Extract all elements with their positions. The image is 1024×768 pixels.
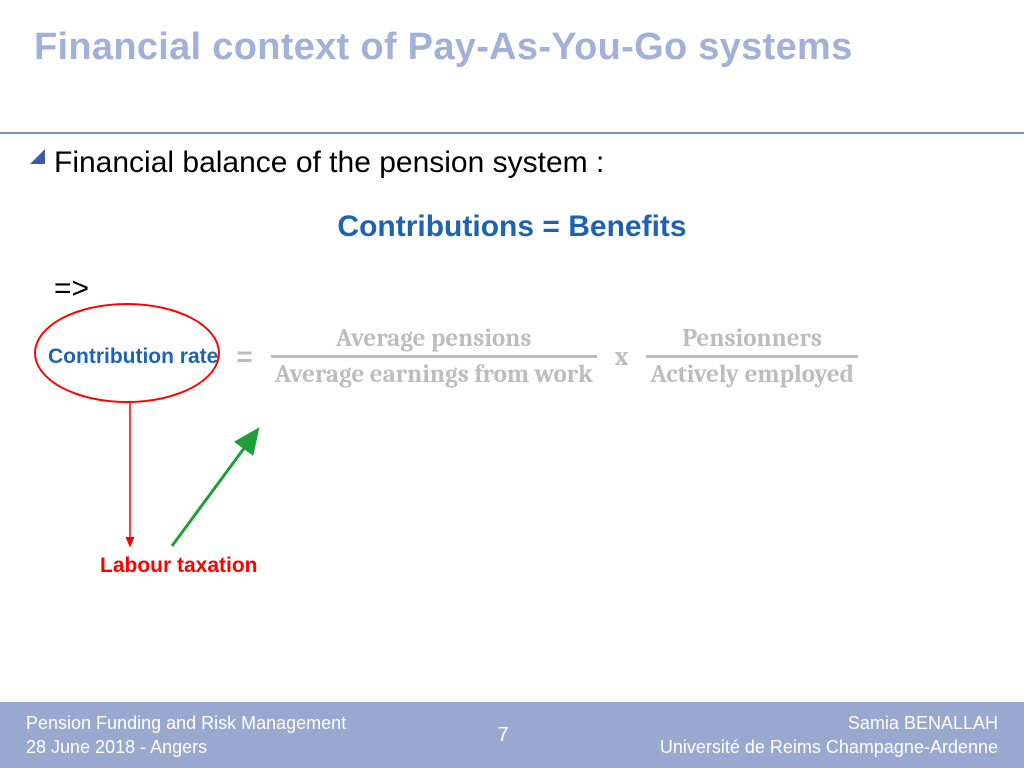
fraction-2: Pensionners Actively employed <box>646 322 858 391</box>
title-divider <box>0 132 1024 134</box>
footer-right: Samia BENALLAH Université de Reims Champ… <box>660 711 998 760</box>
equals-sign: = <box>236 341 252 373</box>
highlight-ellipse <box>34 303 220 403</box>
labour-taxation-label: Labour taxation <box>100 554 258 578</box>
green-arrow-line <box>172 432 256 546</box>
main-equation: Contributions = Benefits <box>0 210 1024 244</box>
slide-title: Financial context of Pay-As-You-Go syste… <box>34 26 853 69</box>
implies-symbol: => <box>54 272 89 306</box>
fraction-1-denominator: Average earnings from work <box>271 358 597 391</box>
fraction-2-numerator: Pensionners <box>678 322 826 355</box>
bullet-icon <box>30 146 46 166</box>
footer-author: Samia BENALLAH <box>660 711 998 735</box>
multiply-sign: x <box>615 342 629 372</box>
footer-course: Pension Funding and Risk Management <box>26 711 346 735</box>
footer-affiliation: Université de Reims Champagne-Ardenne <box>660 735 998 759</box>
fraction-2-denominator: Actively employed <box>646 358 858 391</box>
footer-left: Pension Funding and Risk Management 28 J… <box>26 711 346 760</box>
page-number: 7 <box>497 724 508 747</box>
fraction-1-numerator: Average pensions <box>332 322 536 355</box>
fraction-1: Average pensions Average earnings from w… <box>271 322 597 391</box>
bullet-heading: Financial balance of the pension system … <box>54 146 604 180</box>
bullet-triangle <box>30 149 45 164</box>
footer-date: 28 June 2018 - Angers <box>26 735 346 759</box>
slide-footer: Pension Funding and Risk Management 28 J… <box>0 702 1024 768</box>
